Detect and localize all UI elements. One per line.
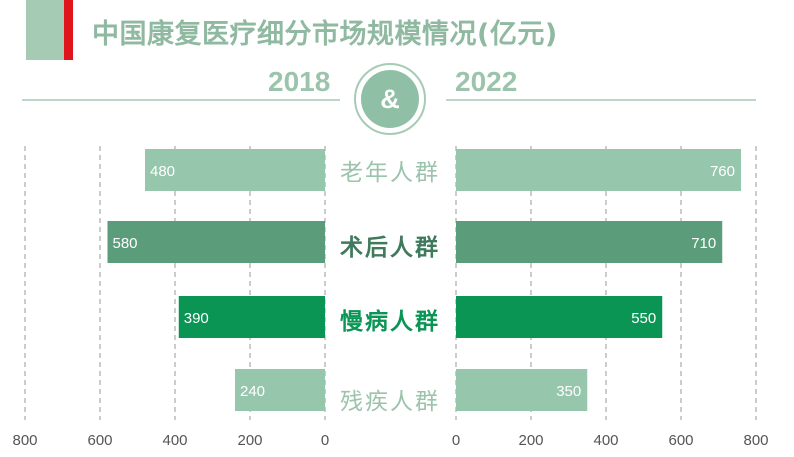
category-label-elderly: 老年人群: [340, 160, 440, 186]
year-label-right: 2022: [455, 66, 518, 97]
left-tick-label: 200: [237, 432, 262, 449]
right-tick-label: 800: [743, 432, 768, 449]
bar-2022-2: [456, 296, 663, 338]
category-label-disabled: 残疾人群: [340, 389, 440, 415]
value-label-2022: 710: [691, 235, 716, 252]
ampersand-badge: &: [361, 70, 419, 128]
value-label-2018: 240: [240, 383, 265, 400]
bar-2022-1: [456, 221, 723, 263]
year-label-left: 2018: [268, 66, 331, 97]
right-tick-label: 400: [593, 432, 618, 449]
left-tick-label: 600: [87, 432, 112, 449]
value-label-2018: 580: [113, 235, 138, 252]
right-tick-label: 0: [452, 432, 460, 449]
header-rule-right: [446, 99, 756, 101]
bar-2018-1: [107, 221, 325, 263]
bar-2022-3: [456, 369, 588, 411]
left-tick-label: 0: [321, 432, 329, 449]
title-accent-bar: [64, 0, 73, 60]
bar-2018-2: [178, 296, 325, 338]
chart-title: 中国康复医疗细分市场规模情况(亿元): [92, 19, 558, 50]
bar-2018-0: [145, 149, 325, 191]
left-tick-label: 800: [12, 432, 37, 449]
value-label-2022: 350: [556, 383, 581, 400]
bar-2022-0: [456, 149, 741, 191]
header-rule-left: [22, 99, 340, 101]
value-label-2018: 480: [150, 163, 175, 180]
value-label-2022: 550: [631, 310, 656, 327]
left-tick-label: 400: [162, 432, 187, 449]
title-decoration-block: [26, 0, 64, 60]
category-label-postoperative: 术后人群: [340, 234, 440, 261]
right-tick-label: 200: [518, 432, 543, 449]
ampersand-badge-ring: [354, 63, 426, 135]
category-label-chronic: 慢病人群: [340, 308, 440, 335]
value-label-2022: 760: [710, 163, 735, 180]
bar-2018-3: [235, 369, 325, 411]
value-label-2018: 390: [184, 310, 209, 327]
right-tick-label: 600: [668, 432, 693, 449]
